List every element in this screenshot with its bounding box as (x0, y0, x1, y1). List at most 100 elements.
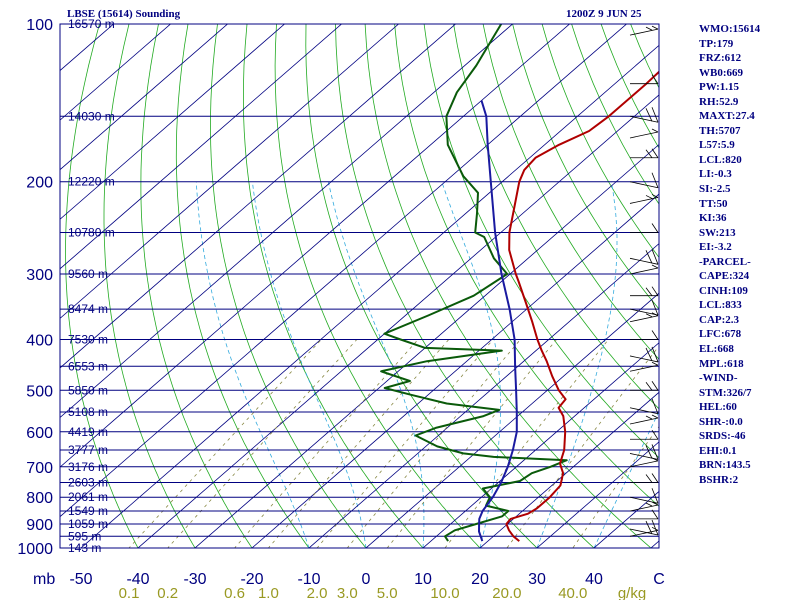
wind-barb-feather (645, 149, 653, 159)
pressure-tick-label: 600 (26, 425, 53, 442)
isotherm (60, 24, 571, 468)
temperature-tick-label: -40 (126, 571, 149, 588)
index-line: RH:52.9 (699, 95, 739, 108)
index-line: SI:-2.5 (699, 183, 731, 196)
height-label: 1549 m (68, 504, 108, 518)
index-line: CINH:109 (699, 284, 748, 297)
wind-barb-feather (651, 398, 659, 414)
index-line: L57:5.9 (699, 139, 735, 152)
height-label: 4419 m (68, 425, 108, 439)
wind-barb-feather (651, 107, 659, 123)
index-line: EL:668 (699, 343, 734, 356)
isotherm (60, 24, 172, 121)
index-line: EI:-3.2 (699, 241, 732, 254)
isotherm (60, 24, 514, 419)
wind-barb-feather (645, 415, 653, 420)
height-label: 595 m (68, 529, 101, 543)
wind-barb-feather (651, 381, 659, 391)
wind-barb-feather (645, 195, 653, 199)
index-line: BRN:143.5 (699, 459, 751, 472)
wind-barb-staff (629, 257, 659, 265)
mixing-ratio-label: 40.0 (558, 585, 587, 600)
moist-adiabat (536, 181, 618, 548)
wind-barbs (629, 25, 659, 537)
dewpoint-trace (380, 24, 568, 542)
height-label: 3777 m (68, 443, 108, 457)
index-line: CAPE:324 (699, 270, 750, 283)
wind-barb-staff (629, 417, 659, 425)
mixing-ratio-label: 1.0 (258, 585, 279, 600)
index-line: TT:50 (699, 197, 728, 210)
height-label: 6553 m (68, 359, 108, 373)
wind-barb-staff (629, 504, 659, 512)
pressure-tick-label: 1000 (17, 541, 53, 558)
isotherm (60, 24, 628, 518)
wind-barb-staff (629, 28, 659, 36)
index-line: KI:36 (699, 212, 727, 225)
height-label: 5850 m (68, 383, 108, 397)
height-label: 7530 m (68, 333, 108, 347)
dry-adiabat (482, 24, 659, 360)
wind-barb-staff (629, 115, 659, 123)
wind-barb-feather (645, 382, 653, 391)
wind-barb-feather (651, 501, 659, 506)
dry-adiabat (453, 24, 659, 410)
index-line: LCL:820 (699, 153, 742, 166)
wind-barb-staff (629, 308, 659, 316)
index-line: SW:213 (699, 226, 736, 239)
mixing-ratio-label: 3.0 (337, 585, 358, 600)
wind-barb-feather (651, 457, 659, 462)
moist-adiabat (327, 181, 425, 548)
height-label: 1059 m (68, 517, 108, 531)
height-label: 2061 m (68, 490, 108, 504)
wind-barb-staff (629, 355, 659, 363)
wind-barb-feather (651, 128, 659, 133)
wind-barb-staff (629, 267, 659, 275)
pressure-tick-label: 400 (26, 333, 53, 350)
mixing-ratio-line (167, 339, 358, 548)
mixing-ratio-line (267, 339, 450, 548)
mixing-ratio-unit-label: g/kg (618, 585, 646, 600)
wind-barb-feather (651, 299, 659, 316)
temperature-tick-label: 30 (528, 571, 546, 588)
pressure-unit-label: mb (33, 571, 55, 588)
isotherm (60, 24, 457, 369)
mixing-ratio-line (506, 345, 659, 548)
mixing-ratio-label: 10.0 (430, 585, 459, 600)
dry-adiabat (541, 24, 659, 259)
pressure-tick-label: 100 (26, 17, 53, 34)
isotherm (80, 44, 659, 548)
wind-barb-feather (645, 287, 653, 296)
height-label: 10780 m (68, 226, 115, 240)
wind-barb-staff (629, 529, 659, 537)
dry-adiabat (140, 24, 253, 548)
dry-adiabat (103, 24, 196, 548)
axis-labels: 16570 m 14030 m 12220 m 10780 m 9560 m 8474 m… (17, 17, 664, 600)
dry-adiabat (423, 24, 659, 459)
dry-adiabat (175, 24, 310, 548)
wind-barb-staff (629, 460, 659, 468)
mixing-ratio-label: 0.6 (224, 585, 245, 600)
wind-barb-feather (645, 26, 653, 31)
height-label: 12220 m (68, 175, 115, 189)
dry-adiabat (364, 24, 652, 548)
dry-adiabat (242, 24, 424, 548)
wind-barb-staff (629, 131, 659, 139)
wind-barb-feather (651, 361, 659, 366)
index-line: TP:179 (699, 37, 734, 50)
isotherm (365, 292, 659, 548)
index-line: EHI:0.1 (699, 444, 737, 457)
index-line: SHR-:0.0 (699, 415, 743, 428)
indices-panel: WMO:15614 TP:179 FRZ:612 WB0:669 PW:1.15 RH:5… (699, 22, 799, 488)
wind-barb-staff (629, 496, 659, 504)
sounding-traces (380, 24, 659, 542)
wind-barb-feather (645, 313, 653, 318)
mixing-ratio-line (572, 425, 659, 548)
temperature-trace (505, 70, 659, 542)
wind-barb-feather (651, 148, 659, 158)
wind-barb-feather (651, 249, 659, 265)
isotherm (536, 441, 659, 548)
wind-barb-feather (651, 473, 659, 483)
wind-barb-feather (645, 502, 653, 507)
temperature-tick-label: 20 (471, 571, 489, 588)
